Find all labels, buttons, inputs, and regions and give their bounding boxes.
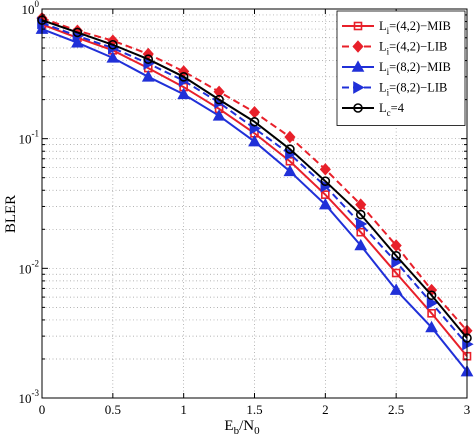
data-point: [143, 54, 154, 65]
data-point: [426, 290, 437, 301]
series-line: [41, 19, 468, 339]
x-tick-label: 0: [39, 402, 46, 417]
x-tick-label: 3: [464, 402, 471, 417]
legend-entry: Lc=4: [342, 101, 405, 118]
x-tick-label: 2.5: [388, 402, 404, 417]
data-point: [284, 130, 296, 144]
data-point: [178, 71, 189, 82]
legend-entry: Li=(4,2)−LIB: [342, 40, 447, 57]
data-point: [319, 163, 331, 176]
series-5: [37, 15, 472, 343]
data-point: [213, 85, 225, 98]
y-axis-label: BLER: [3, 195, 19, 233]
data-point: [389, 283, 403, 295]
data-point: [177, 87, 191, 100]
data-point: [425, 320, 438, 333]
data-point: [355, 217, 368, 231]
x-axis-label-mid: /N: [239, 418, 254, 434]
data-point: [351, 60, 365, 72]
data-point: [212, 109, 226, 121]
data-point: [355, 209, 366, 220]
data-point: [106, 51, 120, 63]
data-point: [352, 40, 364, 53]
data-point: [249, 116, 260, 127]
y-tick-label: 100: [22, 0, 40, 17]
data-point: [391, 268, 401, 278]
data-point: [391, 250, 401, 261]
data-point: [353, 21, 363, 31]
legend: Li=(4,2)−MIB Li=(4,2)−LIB Li=(8,2)−MIB Li=(…: [336, 10, 466, 126]
data-point: [426, 296, 439, 310]
data-point: [355, 198, 367, 211]
y-tick-label: 10-1: [19, 129, 40, 147]
data-point: [427, 309, 436, 318]
legend-label: Li=(8,2)−LIB: [379, 81, 447, 98]
data-point: [214, 94, 224, 105]
legend-label: Li=(8,2)−MIB: [379, 60, 451, 77]
x-tick-label: 2: [322, 402, 329, 417]
data-point: [283, 164, 297, 177]
legend-label: Li=(4,2)−MIB: [379, 19, 451, 36]
x-tick-label: 0.5: [105, 402, 121, 417]
y-tick-labels: 100 10-1 10-2 10-3: [19, 0, 40, 406]
tick-marks: [41, 9, 468, 399]
data-point: [320, 179, 332, 193]
data-point: [108, 39, 118, 50]
legend-entry: Li=(8,2)−MIB: [342, 60, 451, 77]
legend-entry: Li=(4,2)−MIB: [342, 19, 451, 36]
legend-label: Li=(4,2)−LIB: [379, 40, 447, 57]
data-point: [354, 238, 368, 251]
x-tick-label: 1.5: [246, 402, 262, 417]
data-point: [285, 147, 297, 161]
x-tick-labels: 0 0.5 1 1.5 2 2.5 3: [39, 402, 471, 417]
series-group: [35, 11, 474, 377]
data-point: [71, 36, 84, 48]
data-point: [390, 239, 402, 252]
legend-label: Lc=4: [379, 101, 405, 118]
data-point: [141, 70, 155, 82]
x-axis-label: Eb/N0: [224, 418, 260, 437]
x-axis-label-sub2: 0: [254, 425, 260, 437]
data-point: [320, 176, 331, 186]
x-axis-label-sub1: b: [234, 425, 240, 437]
data-point: [356, 227, 366, 237]
legend-entry: Li=(8,2)−LIB: [342, 81, 447, 98]
y-tick-label: 10-3: [19, 388, 40, 406]
data-point: [72, 27, 83, 38]
data-point: [353, 81, 365, 94]
y-tick-label: 10-2: [19, 258, 40, 276]
data-point: [248, 134, 261, 147]
x-tick-label: 1: [180, 402, 187, 417]
data-point: [353, 103, 363, 113]
series-3: [35, 22, 474, 377]
data-point: [285, 144, 295, 154]
data-point: [318, 197, 332, 210]
x-axis-label-main: E: [224, 418, 233, 434]
